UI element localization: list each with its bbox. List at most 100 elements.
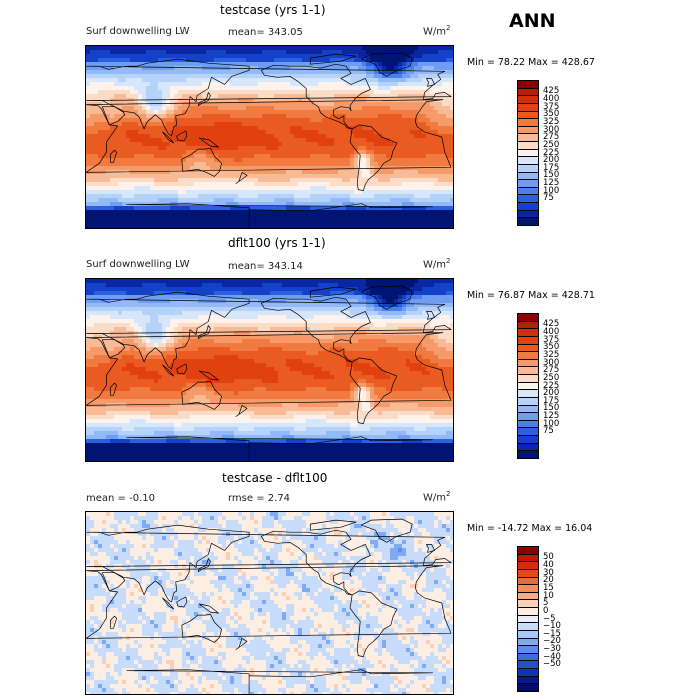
field-cell	[250, 158, 255, 163]
field-cell	[186, 94, 191, 99]
field-cell	[146, 102, 151, 107]
field-cell	[130, 190, 135, 195]
field-cell	[250, 142, 255, 147]
field-cell	[354, 46, 359, 51]
field-cell	[342, 158, 347, 163]
field-cell	[226, 166, 231, 171]
field-cell	[130, 299, 135, 304]
field-cell	[178, 62, 183, 67]
coastline	[309, 53, 357, 65]
field-cell	[294, 114, 299, 119]
field-cell	[186, 202, 191, 207]
field-cell	[370, 303, 375, 308]
field-cell	[294, 182, 299, 187]
field-cell	[402, 130, 407, 135]
field-cell	[262, 182, 267, 187]
field-cell	[358, 138, 363, 143]
field-cell	[302, 202, 307, 207]
field-cell	[106, 90, 111, 95]
field-cell	[154, 94, 159, 99]
field-cell	[226, 102, 231, 107]
field-cell	[206, 182, 211, 187]
field-cell	[422, 134, 427, 139]
field-cell	[426, 226, 431, 228]
field-cell	[390, 291, 395, 296]
field-cell	[330, 102, 335, 107]
field-cell	[322, 130, 327, 135]
field-cell	[186, 114, 191, 119]
field-cell	[174, 291, 179, 296]
field-cell	[230, 279, 235, 284]
field-cell	[246, 190, 251, 195]
field-cell	[290, 283, 295, 288]
field-cell	[394, 194, 399, 199]
field-cell	[206, 130, 211, 135]
field-cell	[398, 102, 403, 107]
field-cell	[238, 102, 243, 107]
field-cell	[294, 94, 299, 99]
field-cell	[250, 198, 255, 203]
field-cell	[426, 50, 431, 55]
field-cell	[390, 62, 395, 67]
field-cell	[102, 162, 107, 167]
field-cell	[158, 218, 163, 223]
field-cell	[274, 66, 279, 71]
field-cell	[426, 194, 431, 199]
field-cell	[294, 307, 299, 312]
field-cell	[194, 70, 199, 75]
field-cell	[182, 166, 187, 171]
field-cell	[418, 134, 423, 139]
field-cell	[406, 118, 411, 123]
field-cell	[342, 198, 347, 203]
field-cell	[166, 166, 171, 171]
field-cell	[334, 162, 339, 167]
field-cell	[410, 86, 415, 91]
field-cell	[162, 110, 167, 115]
field-cell	[350, 170, 355, 175]
field-cell	[174, 166, 179, 171]
field-cell	[410, 102, 415, 107]
field-cell	[162, 74, 167, 79]
field-cell	[150, 162, 155, 167]
field-cell	[234, 122, 239, 127]
field-cell	[422, 106, 427, 111]
field-cell	[438, 279, 443, 284]
field-cell	[138, 166, 143, 171]
field-cell	[254, 86, 259, 91]
field-cell	[174, 295, 179, 300]
field-cell	[406, 94, 411, 99]
field-cell	[262, 110, 267, 115]
field-cell	[278, 126, 283, 131]
field-cell	[298, 283, 303, 288]
field-cell	[226, 222, 231, 227]
field-cell	[366, 74, 371, 79]
field-cell	[298, 58, 303, 63]
field-cell	[442, 130, 447, 135]
field-cell	[158, 214, 163, 219]
field-cell	[362, 126, 367, 131]
field-cell	[94, 138, 99, 143]
field-cell	[266, 202, 271, 207]
field-cell	[90, 50, 95, 55]
field-cell	[126, 106, 131, 111]
field-cell	[206, 218, 211, 223]
field-cell	[182, 210, 187, 215]
field-cell	[326, 214, 331, 219]
field-cell	[302, 110, 307, 115]
field-cell	[238, 82, 243, 87]
field-cell	[206, 222, 211, 227]
field-cell	[150, 178, 155, 183]
coastline	[86, 58, 452, 137]
field-cell	[202, 158, 207, 163]
field-cell	[202, 307, 207, 312]
field-cell	[442, 58, 447, 63]
field-cell	[110, 307, 115, 312]
field-cell	[386, 174, 391, 179]
field-cell	[166, 122, 171, 127]
field-cell	[242, 86, 247, 91]
field-cell	[322, 122, 327, 127]
field-cell	[338, 279, 343, 284]
field-cell	[374, 82, 379, 87]
field-cell	[106, 190, 111, 195]
field-cell	[270, 206, 275, 211]
